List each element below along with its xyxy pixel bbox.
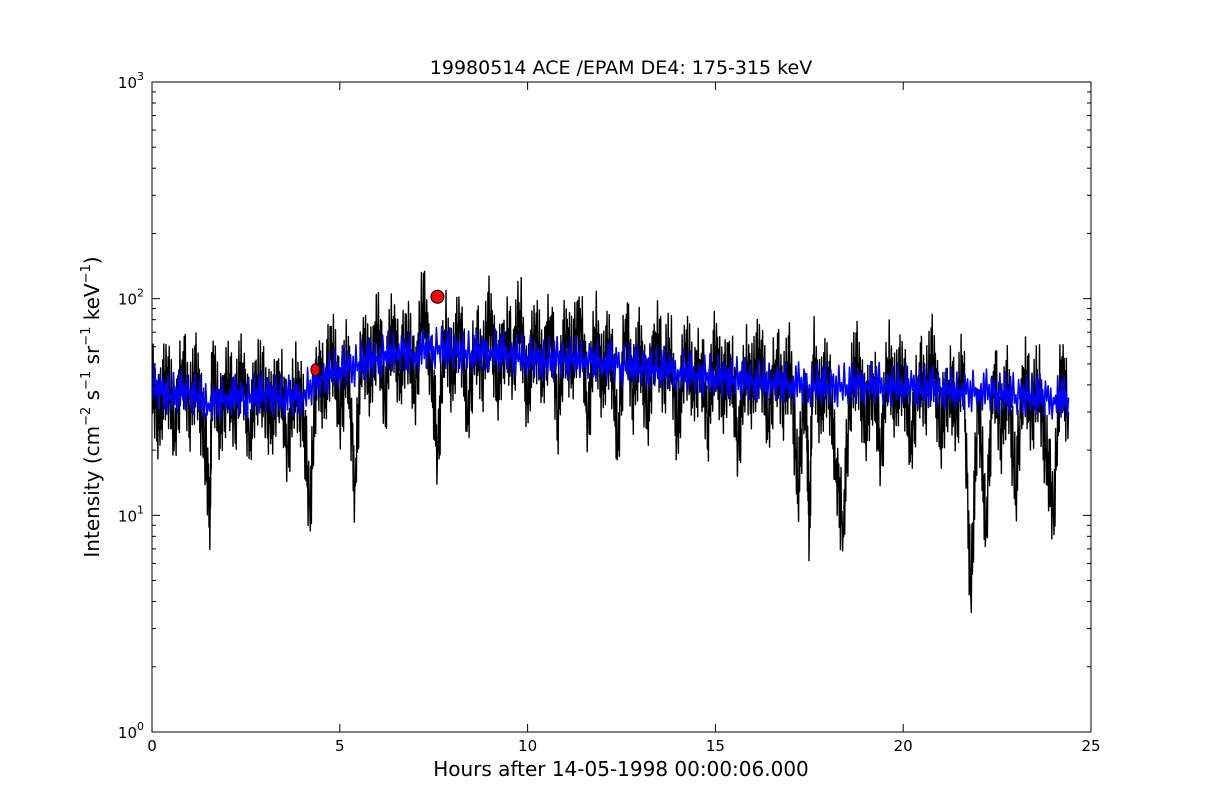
plot-frame — [151, 81, 1092, 733]
intensity-series-blue — [152, 325, 1070, 422]
series-layer — [152, 270, 1070, 614]
y-tick-exponent: 0 — [137, 720, 144, 733]
y-tick-base: 10 — [118, 507, 137, 525]
plot-area — [152, 270, 1070, 614]
y-axis-label: Intensity (cm−2 s−1 sr−1 keV−1) — [79, 256, 104, 557]
x-axis: 0 5 10 15 20 25 — [147, 82, 1101, 755]
x-tick-label: 0 — [147, 737, 157, 755]
y-tick-label: 103 — [118, 70, 144, 92]
y-label-main: Intensity (cm — [80, 426, 104, 558]
x-tick-label: 20 — [894, 737, 913, 755]
y-tick-exponent: 2 — [137, 287, 144, 300]
x-tick-label: 10 — [518, 737, 537, 755]
marker-layer — [310, 289, 445, 377]
y-label-sup3: −1 — [79, 327, 94, 346]
event-marker — [430, 289, 445, 304]
event-marker — [310, 363, 321, 377]
y-label-end: ) — [80, 256, 104, 264]
y-label-sup4: −1 — [79, 264, 94, 283]
y-tick-base: 10 — [118, 291, 137, 309]
x-axis-label: Hours after 14-05-1998 00:00:06.000 — [433, 757, 809, 781]
y-label-part3: sr — [80, 345, 104, 371]
x-tick-label: 15 — [706, 737, 725, 755]
y-tick-exponent: 3 — [137, 70, 144, 83]
chart-title: 19980514 ACE /EPAM DE4: 175-315 keV — [430, 57, 812, 79]
x-tick-label: 25 — [1081, 737, 1100, 755]
y-tick-exponent: 1 — [137, 503, 144, 516]
y-label-part2: s — [80, 390, 104, 407]
y-tick-label: 100 — [118, 720, 144, 742]
y-label-part4: keV — [80, 283, 104, 327]
y-tick-base: 10 — [118, 74, 137, 92]
y-tick-base: 10 — [118, 724, 137, 742]
y-label-sup1: −2 — [79, 407, 94, 426]
x-tick-label: 5 — [335, 737, 345, 755]
y-tick-label: 101 — [118, 503, 144, 525]
y-tick-label: 102 — [118, 287, 144, 309]
y-label-sup2: −1 — [79, 371, 94, 390]
intensity-series-black — [152, 270, 1070, 614]
